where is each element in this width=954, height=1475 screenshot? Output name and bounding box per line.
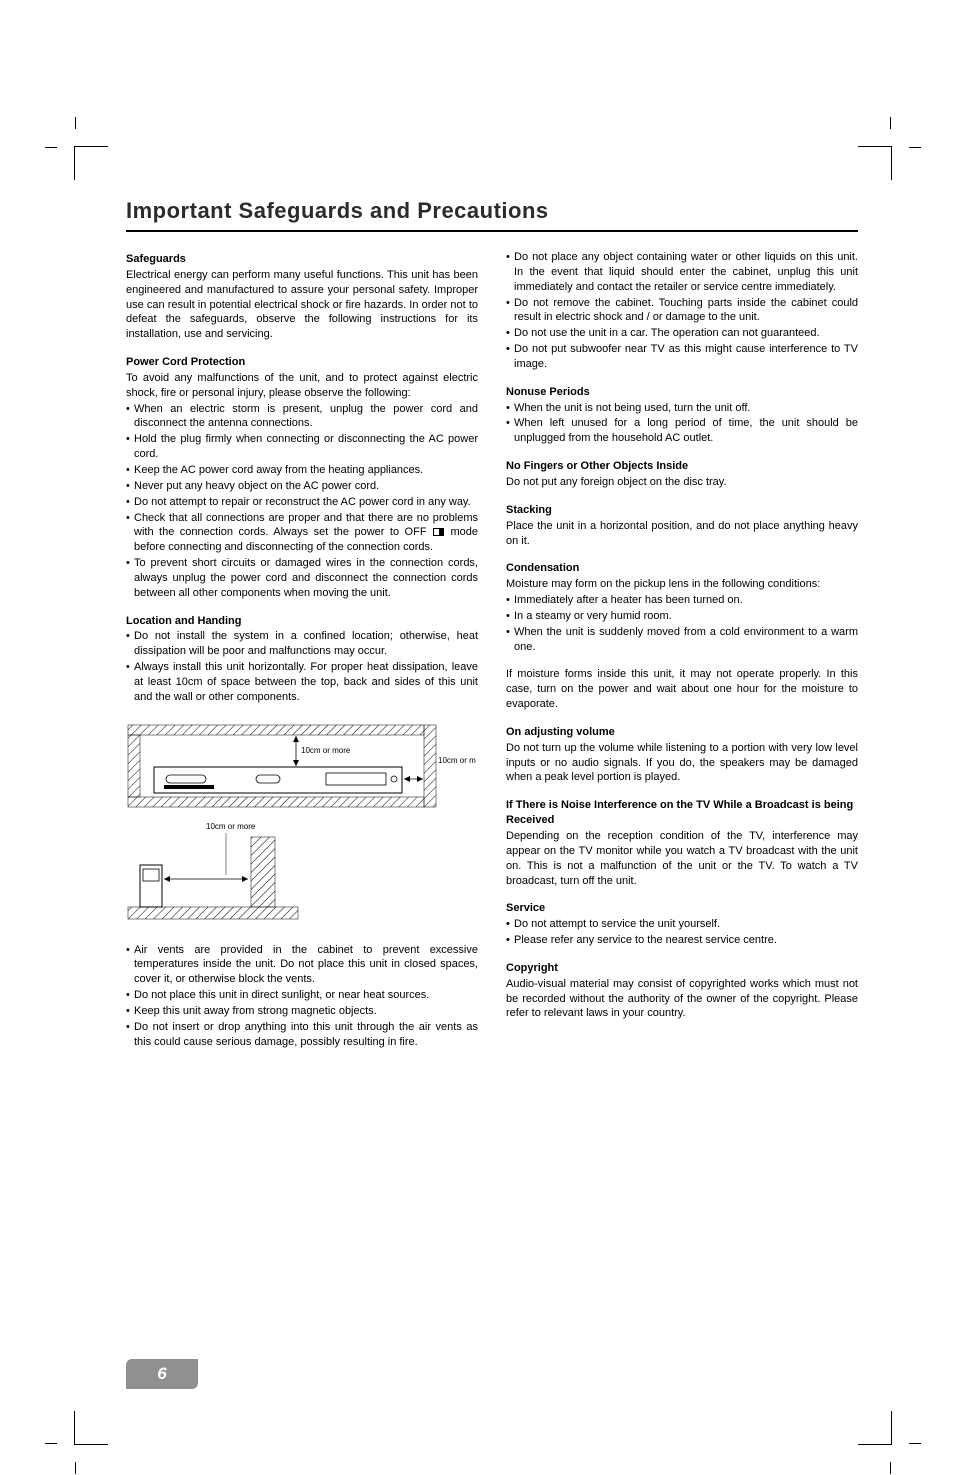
page: Important Safeguards and Precautions Saf… — [0, 0, 954, 1475]
list-item: Keep the AC power cord away from the hea… — [126, 463, 478, 478]
page-number-badge: 6 — [126, 1359, 198, 1389]
list-item: Do not insert or drop anything into this… — [126, 1020, 478, 1050]
clearance-diagram-shelf: 10cm or more 10cm or more — [126, 723, 478, 811]
para: Place the unit in a horizontal position,… — [506, 519, 858, 549]
list-item: Never put any heavy object on the AC pow… — [126, 479, 478, 494]
content-columns: Safeguards Electrical energy can perform… — [126, 250, 858, 1051]
crop-mark — [74, 1411, 108, 1445]
heading-condensation: Condensation — [506, 561, 858, 576]
left-column: Safeguards Electrical energy can perform… — [126, 250, 478, 1051]
bullet-list: When an electric storm is present, unplu… — [126, 402, 478, 601]
list-item: When an electric storm is present, unplu… — [126, 402, 478, 432]
list-item: When the unit is not being used, turn th… — [506, 401, 858, 416]
para: Electrical energy can perform many usefu… — [126, 268, 478, 342]
heading-nonuse: Nonuse Periods — [506, 385, 858, 400]
para: Depending on the reception condition of … — [506, 829, 858, 888]
power-off-icon — [433, 528, 444, 536]
diagram-label: 10cm or more — [301, 746, 351, 755]
list-item: In a steamy or very humid room. — [506, 609, 858, 624]
bullet-list: Do not place any object containing water… — [506, 250, 858, 372]
bullet-list: Do not attempt to service the unit yours… — [506, 917, 858, 948]
list-item: Do not attempt to repair or reconstruct … — [126, 495, 478, 510]
bullet-list: Air vents are provided in the cabinet to… — [126, 943, 478, 1050]
list-item: Check that all connections are proper an… — [126, 511, 478, 556]
list-item: Do not use the unit in a car. The operat… — [506, 326, 858, 341]
list-item: Do not install the system in a confined … — [126, 629, 478, 659]
heading-safeguards: Safeguards — [126, 252, 478, 267]
diagram-label: 10cm or more — [438, 756, 476, 765]
page-number: 6 — [157, 1364, 166, 1384]
list-item: Do not remove the cabinet. Touching part… — [506, 296, 858, 326]
clearance-diagram-floor: 10cm or more — [126, 819, 478, 929]
heading-power: Power Cord Protection — [126, 355, 478, 370]
heading-stacking: Stacking — [506, 503, 858, 518]
page-title: Important Safeguards and Precautions — [126, 198, 858, 224]
bullet-list: Immediately after a heater has been turn… — [506, 593, 858, 654]
list-item: Do not attempt to service the unit yours… — [506, 917, 858, 932]
para: Do not put any foreign object on the dis… — [506, 475, 858, 490]
list-item: Always install this unit horizontally. F… — [126, 660, 478, 705]
para: To avoid any malfunctions of the unit, a… — [126, 371, 478, 401]
list-item: Air vents are provided in the cabinet to… — [126, 943, 478, 988]
list-item: Do not place any object containing water… — [506, 250, 858, 295]
list-item: When the unit is suddenly moved from a c… — [506, 625, 858, 655]
heading-nofingers: No Fingers or Other Objects Inside — [506, 459, 858, 474]
heading-location: Location and Handing — [126, 614, 478, 629]
list-item: Hold the plug firmly when connecting or … — [126, 432, 478, 462]
para: Moisture may form on the pickup lens in … — [506, 577, 858, 592]
list-item: Do not place this unit in direct sunligh… — [126, 988, 478, 1003]
list-item: Do not put subwoofer near TV as this mig… — [506, 342, 858, 372]
list-item: Immediately after a heater has been turn… — [506, 593, 858, 608]
heading-volume: On adjusting volume — [506, 725, 858, 740]
heading-copyright: Copyright — [506, 961, 858, 976]
list-item: To prevent short circuits or damaged wir… — [126, 556, 478, 601]
crop-mark — [858, 1411, 892, 1445]
heading-noise: If There is Noise Interference on the TV… — [506, 798, 858, 828]
diagram-label: 10cm or more — [206, 822, 256, 831]
para: If moisture forms inside this unit, it m… — [506, 667, 858, 712]
para: Do not turn up the volume while listenin… — [506, 741, 858, 786]
title-rule — [126, 230, 858, 232]
list-item: Keep this unit away from strong magnetic… — [126, 1004, 478, 1019]
crop-mark — [858, 146, 892, 180]
list-item: When left unused for a long period of ti… — [506, 416, 858, 446]
para: Audio-visual material may consist of cop… — [506, 977, 858, 1022]
bullet-list: When the unit is not being used, turn th… — [506, 401, 858, 447]
heading-service: Service — [506, 901, 858, 916]
right-column: Do not place any object containing water… — [506, 250, 858, 1051]
list-item: Please refer any service to the nearest … — [506, 933, 858, 948]
bullet-list: Do not install the system in a confined … — [126, 629, 478, 704]
crop-mark — [74, 146, 108, 180]
